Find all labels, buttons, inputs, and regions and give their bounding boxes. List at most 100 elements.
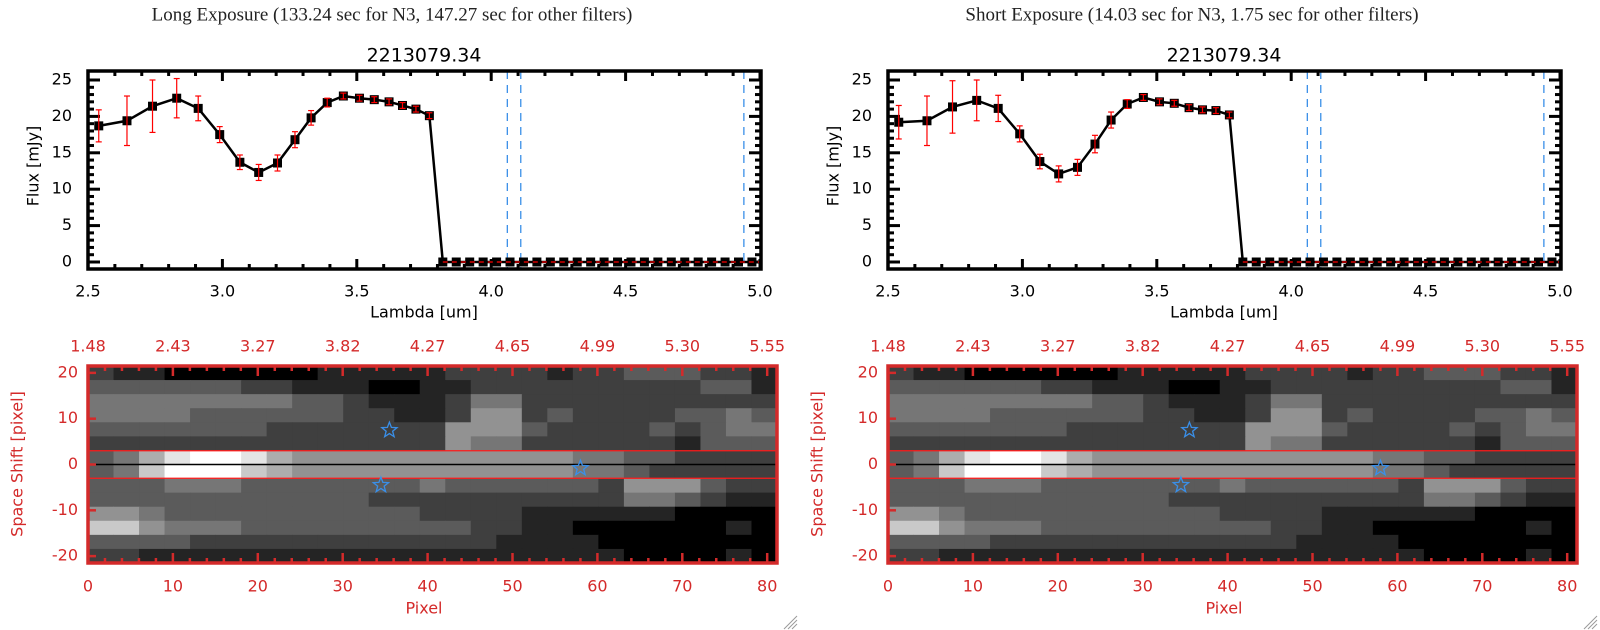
heatmap-cell: [964, 380, 991, 395]
pixel-tick-label: 10: [963, 577, 983, 596]
heatmap-cell: [88, 436, 115, 451]
heatmap-cell: [1117, 492, 1144, 508]
heatmap-cell: [1449, 534, 1476, 550]
heatmap-cell: [990, 366, 1017, 381]
heatmap-cell: [1551, 408, 1578, 423]
heatmap-cell: [964, 408, 991, 423]
heatmap-cell: [1066, 478, 1093, 494]
heatmap-cell: [470, 408, 497, 423]
heatmap-cell: [623, 450, 650, 465]
heatmap-cell: [1398, 492, 1425, 508]
heatmap-cell: [113, 520, 140, 536]
heatmap-cell: [88, 492, 115, 508]
heatmap-cell: [470, 366, 497, 381]
heatmap-cell: [1474, 534, 1501, 550]
heatmap-cell: [113, 422, 140, 437]
heatmap-cell: [317, 408, 344, 423]
heatmap-cell: [394, 408, 421, 423]
wavelength-tick-label: 5.30: [664, 337, 700, 356]
heatmap-cell: [1474, 366, 1501, 381]
flux-point: [1426, 257, 1436, 267]
heatmap-cell: [241, 492, 268, 508]
heatmap-cell: [394, 534, 421, 550]
heatmap-cell: [470, 394, 497, 409]
heatmap-cell: [674, 380, 701, 395]
heatmap-cell: [343, 464, 370, 480]
heatmap-cell: [1525, 408, 1552, 423]
heatmap-cell: [939, 492, 966, 508]
flux-line: [898, 96, 1552, 264]
heatmap-cell: [1270, 394, 1297, 409]
heatmap-cell: [1143, 520, 1170, 536]
heatmap-cell: [470, 534, 497, 550]
flux-point: [572, 257, 582, 267]
heatmap-cell: [215, 520, 242, 536]
heatmap-cell: [521, 422, 548, 437]
heatmap-cell: [521, 506, 548, 522]
heatmap-cell: [419, 520, 446, 536]
heatmap-cell: [419, 492, 446, 508]
heatmap-cell: [939, 394, 966, 409]
heatmap-cell: [649, 380, 676, 395]
heatmap-cell: [598, 548, 625, 564]
heatmap-cell: [1066, 422, 1093, 437]
heatmap-cell: [913, 464, 940, 480]
heatmap-cell: [521, 408, 548, 423]
heatmap-cell: [572, 534, 599, 550]
heatmap-cell: [623, 408, 650, 423]
heatmap-cell: [292, 492, 319, 508]
heatmap-cell: [1423, 380, 1450, 395]
heatmap-cell: [1219, 394, 1246, 409]
heatmap-cell: [700, 436, 727, 451]
heatmap-cell: [1015, 548, 1042, 564]
spectrum-axes: [886, 71, 1562, 269]
heatmap-cell: [1143, 506, 1170, 522]
heatmap-cell: [1219, 366, 1246, 381]
heatmap-cell: [368, 436, 395, 451]
resize-grip-icon[interactable]: [783, 615, 798, 630]
flux-point: [1292, 257, 1302, 267]
heatmap-cell: [1500, 478, 1527, 494]
heatmap-cell: [215, 436, 242, 451]
heatmap-cell: [1143, 534, 1170, 550]
heatmap-cell: [939, 366, 966, 381]
heatmap-cell: [368, 394, 395, 409]
heatmap-cell: [1347, 366, 1374, 381]
heatmap-cell: [1347, 422, 1374, 437]
heatmap-cell: [343, 450, 370, 465]
heatmap-cell: [888, 366, 915, 381]
heatmap-cell: [1015, 534, 1042, 550]
spectrum-axes: [86, 71, 762, 269]
heatmap-cell: [139, 492, 166, 508]
heatmap-cell: [190, 534, 217, 550]
heatmap-cell: [394, 366, 421, 381]
heatmap-cell: [751, 450, 778, 465]
heatmap-cell: [623, 394, 650, 409]
heatmap-cell: [445, 492, 472, 508]
heatmap-cell: [888, 534, 915, 550]
heatmap-cell: [1296, 548, 1323, 564]
resize-grip-icon[interactable]: [1583, 615, 1598, 630]
heatmap-cell: [139, 478, 166, 494]
heatmap-cell: [1423, 534, 1450, 550]
heatmap-cell: [1270, 478, 1297, 494]
heatmap-cell: [343, 380, 370, 395]
heatmap-cell: [190, 394, 217, 409]
heatmap-cell: [317, 506, 344, 522]
heatmap-cell: [139, 380, 166, 395]
heatmap-cell: [1245, 464, 1272, 480]
heatmap-cell: [368, 492, 395, 508]
heatmap-cell: [1449, 478, 1476, 494]
heatmap-cell: [598, 534, 625, 550]
heatmap-cell: [1117, 548, 1144, 564]
heatmap-cell: [368, 450, 395, 465]
heatmap-cell: [496, 478, 523, 494]
heatmap-cell: [113, 478, 140, 494]
heatmap-cell: [725, 520, 752, 536]
heatmap-cell: [164, 422, 191, 437]
heatmap-cell: [1449, 450, 1476, 465]
heatmap-cell: [649, 422, 676, 437]
heatmap-cell: [1551, 520, 1578, 536]
heatmap-cell: [1372, 464, 1399, 480]
heatmap-cell: [190, 422, 217, 437]
